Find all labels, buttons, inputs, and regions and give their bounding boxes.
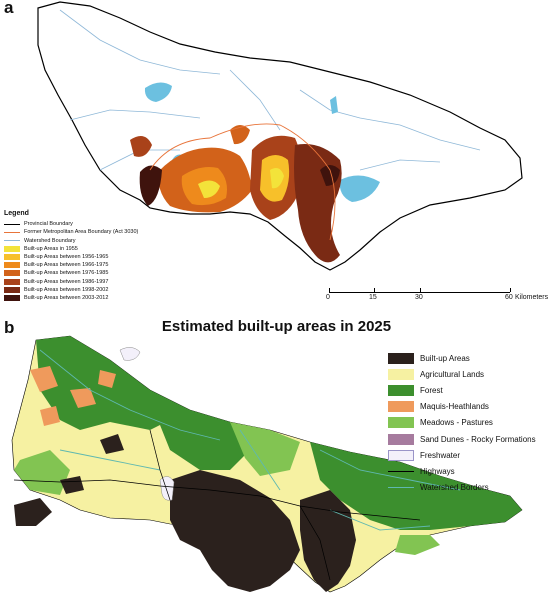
legend-color-swatch (388, 401, 414, 413)
panel-a-label: a (4, 0, 14, 17)
legend-color-swatch (388, 384, 414, 396)
legend-item: Built-up Areas between 1998-2002 (4, 286, 194, 294)
legend-color-swatch (4, 262, 20, 269)
legend-color-swatch (388, 368, 414, 380)
scale-tick-label: 0 (326, 294, 330, 301)
legend-item: Provincial Boundary (4, 220, 194, 228)
legend-item: Sand Dunes - Rocky Formations (388, 431, 548, 447)
legend-item: Built-up Areas between 1976-1985 (4, 269, 194, 277)
map-title: Estimated built-up areas in 2025 (161, 318, 392, 335)
panel-b-label: b (4, 318, 15, 337)
legend-line-swatch (4, 223, 20, 225)
legend-label: Freshwater (420, 450, 461, 460)
legend-item: Built-up Areas between 2003-2012 (4, 294, 194, 302)
legend-item: Built-up Areas between 1956-1965 (4, 253, 194, 261)
scale-unit-label: Kilometers (515, 294, 549, 301)
legend-color-swatch (4, 286, 20, 293)
legend-label: Built-up Areas between 1986-1997 (24, 278, 109, 285)
legend-color-swatch (4, 294, 20, 301)
legend-item: Maquis-Heathlands (388, 399, 548, 415)
legend-label: Maquis-Heathlands (420, 402, 489, 412)
legend-color-swatch (388, 449, 414, 461)
legend-panel-b: Built-up Areas Agricultural Lands Forest… (388, 350, 548, 496)
legend-color-swatch (388, 352, 414, 364)
legend-item: Built-up Areas between 1966-1975 (4, 261, 194, 269)
legend-label: Watershed Borders (420, 483, 489, 493)
legend-item: Built-up Areas (388, 350, 548, 366)
legend-color-swatch (4, 270, 20, 277)
legend-line-swatch (388, 487, 414, 489)
legend-title: Legend (4, 210, 29, 217)
legend-label: Forest (420, 385, 443, 395)
legend-label: Built-up Areas between 1956-1965 (24, 253, 109, 260)
legend-item: Forest (388, 382, 548, 398)
legend-color-swatch (388, 433, 414, 445)
legend-label: Built-up Areas in 1955 (24, 245, 78, 252)
legend-label: Watershed Boundary (24, 237, 76, 244)
legend-label: Built-up Areas between 2003-2012 (24, 294, 109, 301)
legend-item: Watershed Boundary (4, 237, 194, 245)
projected-land-use-map (11, 335, 523, 593)
legend-item: Highways (388, 463, 548, 479)
legend-label: Provincial Boundary (24, 221, 73, 228)
scale-tick-label: 15 (369, 294, 377, 301)
legend-color-swatch (4, 245, 20, 252)
legend-line-swatch (4, 240, 20, 242)
legend-label: Built-up Areas between 1976-1985 (24, 270, 109, 277)
legend-color-swatch (4, 254, 20, 261)
legend-color-swatch (388, 417, 414, 429)
legend-item: Agricultural Lands (388, 366, 548, 382)
legend-label: Built-up Areas between 1998-2002 (24, 286, 109, 293)
legend-color-swatch (4, 278, 20, 285)
legend-line-swatch (4, 231, 20, 233)
legend-label: Built-up Areas between 1966-1975 (24, 262, 109, 269)
legend-label: Built-up Areas (420, 353, 470, 363)
legend-item: Built-up Areas between 1986-1997 (4, 278, 194, 286)
scale-tick-label: 30 (415, 294, 423, 301)
scale-tick-label: 60 (505, 294, 513, 301)
legend-item: Freshwater (388, 447, 548, 463)
legend-label: Meadows - Pastures (420, 418, 493, 428)
legend-label: Agricultural Lands (420, 369, 485, 379)
legend-line-swatch (388, 470, 414, 472)
legend-label: Former Metropolitan Area Boundary (Act 3… (24, 229, 139, 236)
legend-label: Sand Dunes - Rocky Formations (420, 434, 536, 444)
scale-bar: 0 15 30 60 Kilometers (326, 286, 551, 308)
legend-panel-a: Legend Provincial Boundary Former Metrop… (4, 210, 194, 302)
historical-built-up-map (37, 1, 523, 271)
legend-item: Watershed Borders (388, 480, 548, 496)
legend-item: Former Metropolitan Area Boundary (Act 3… (4, 228, 194, 236)
legend-item: Built-up Areas in 1955 (4, 245, 194, 253)
legend-label: Highways (420, 466, 455, 476)
legend-item: Meadows - Pastures (388, 415, 548, 431)
